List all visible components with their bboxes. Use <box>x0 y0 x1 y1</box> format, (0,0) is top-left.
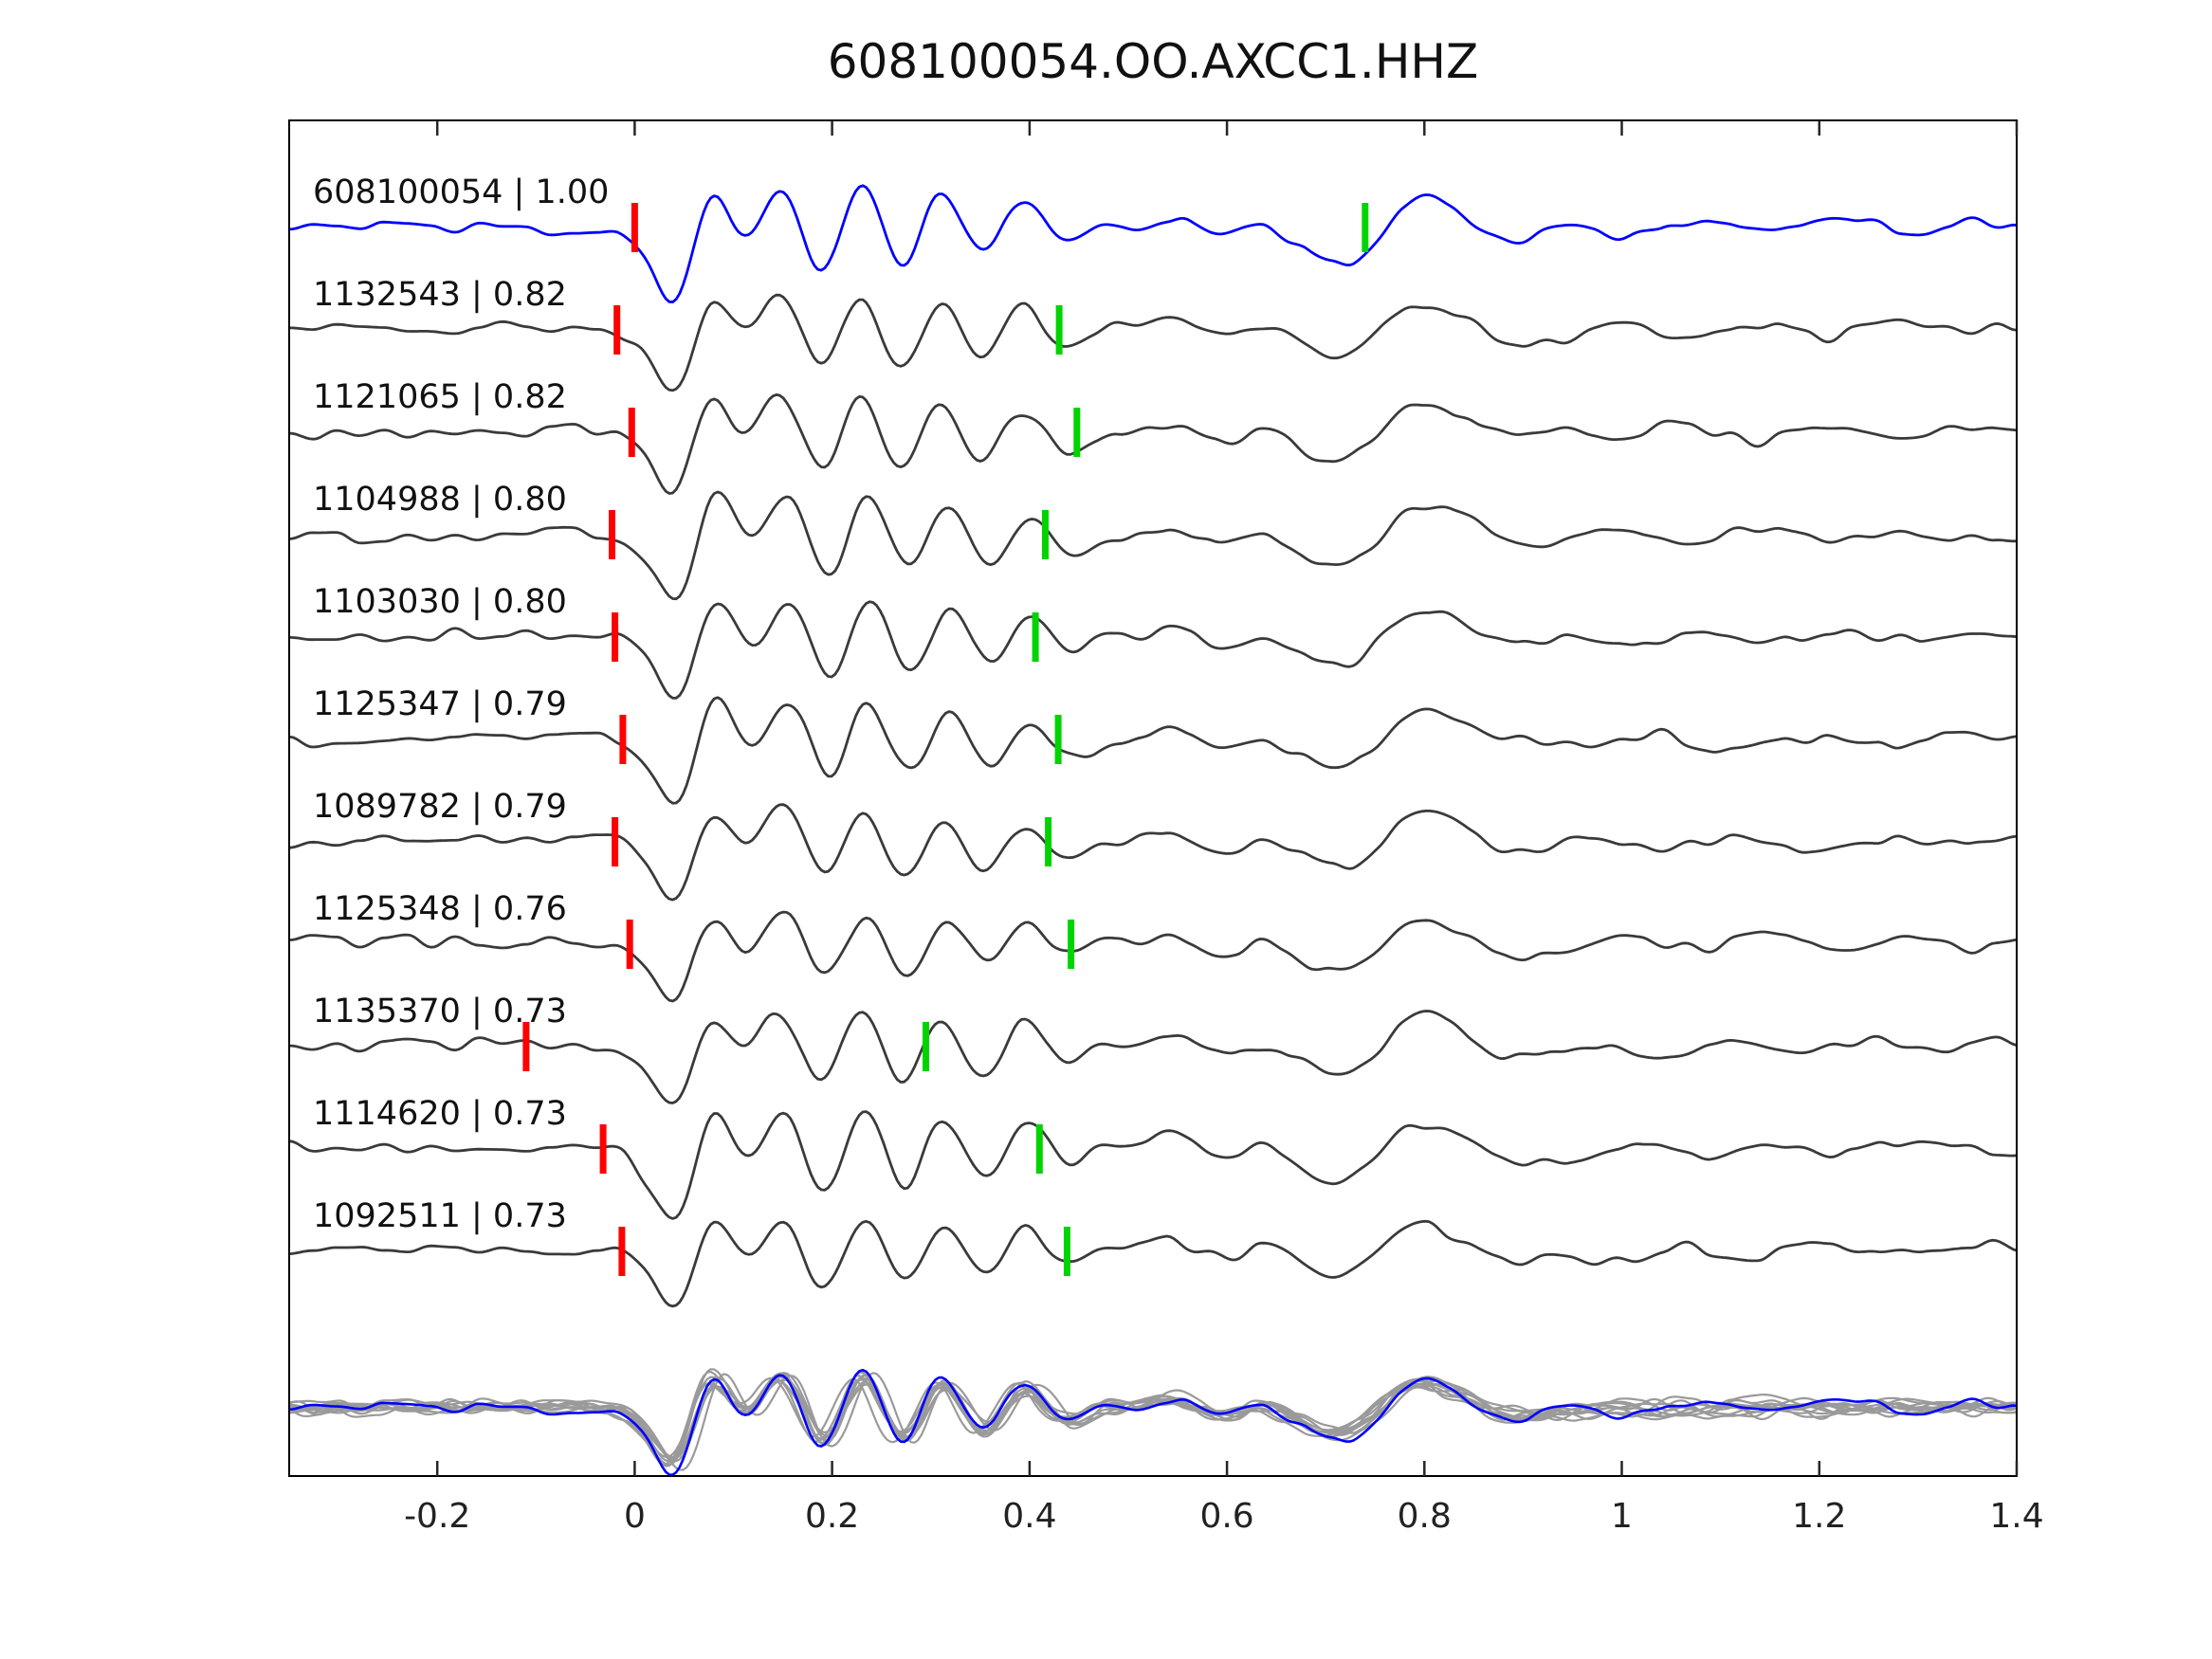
trace-label: 1132543 | 0.82 <box>313 276 567 314</box>
match-waveform <box>289 293 2018 392</box>
x-tick-label: 1 <box>1611 1497 1633 1536</box>
trace-label: 1103030 | 0.80 <box>313 583 567 621</box>
trace-label: 1121065 | 0.82 <box>313 378 567 416</box>
x-tick-label: 1.4 <box>1989 1497 2043 1536</box>
match-waveform <box>288 803 2018 902</box>
green-pick-marker <box>1035 1124 1043 1174</box>
overlay-waveform <box>288 1373 2018 1463</box>
x-tick-label: -0.2 <box>404 1497 470 1536</box>
green-pick-marker <box>1045 817 1052 866</box>
x-tick-label: 0.6 <box>1199 1497 1253 1536</box>
green-pick-marker <box>1042 510 1049 559</box>
red-pick-marker <box>612 817 619 866</box>
overlay-waveform <box>288 1368 2018 1467</box>
trace-label: 1092511 | 0.73 <box>313 1197 567 1235</box>
green-pick-marker <box>923 1022 929 1071</box>
overlay-waveform <box>288 1372 2017 1471</box>
overlay-waveform <box>289 1378 2018 1461</box>
trace-label: 1114620 | 0.73 <box>313 1095 567 1133</box>
red-pick-marker <box>599 1124 607 1174</box>
overlay-waveform <box>288 1377 2018 1458</box>
red-pick-marker <box>609 510 615 559</box>
x-tick-label: 1.2 <box>1792 1497 1846 1536</box>
trace-label: 1089782 | 0.79 <box>313 788 567 826</box>
match-waveform <box>288 490 2018 601</box>
red-pick-marker <box>631 203 638 252</box>
red-pick-marker <box>619 715 627 764</box>
trace-label: 608100054 | 1.00 <box>313 173 609 211</box>
red-pick-marker <box>612 612 619 662</box>
red-pick-marker <box>628 408 635 457</box>
green-pick-marker <box>1063 1227 1070 1276</box>
green-pick-marker <box>1073 408 1081 457</box>
red-pick-marker <box>613 305 621 355</box>
match-waveform <box>288 1219 2018 1308</box>
red-pick-marker <box>626 920 633 969</box>
x-tick-label: 0.8 <box>1398 1497 1452 1536</box>
trace-label: 1125348 | 0.76 <box>313 890 567 928</box>
match-waveform <box>288 910 2018 1003</box>
plot-border <box>288 119 2018 1477</box>
x-tick-label: 0.2 <box>805 1497 859 1536</box>
plot-area: 608100054 | 1.00 1132543 | 0.82 1121065 | … <box>288 119 2044 1536</box>
overlay-template-waveform <box>288 1368 2018 1476</box>
match-waveform <box>288 393 2018 495</box>
red-pick-marker <box>618 1227 626 1276</box>
trace-label: 1135370 | 0.73 <box>313 993 567 1030</box>
green-pick-marker <box>1032 612 1039 662</box>
overlay-waveform <box>288 1376 2018 1466</box>
trace-label: 1125347 | 0.79 <box>313 685 567 723</box>
match-waveform <box>288 696 2018 805</box>
green-pick-marker <box>1068 920 1075 969</box>
red-pick-marker <box>522 1022 530 1071</box>
x-tick-label: 0.4 <box>1002 1497 1056 1536</box>
trace-label: 1104988 | 0.80 <box>313 481 567 519</box>
green-pick-marker <box>1362 203 1369 252</box>
figure-title: 608100054.OO.AXCC1.HHZ <box>828 34 1479 89</box>
green-pick-marker <box>1055 305 1063 355</box>
green-pick-marker <box>1054 715 1062 764</box>
x-tick-label: 0 <box>624 1497 646 1536</box>
match-waveform <box>288 1110 2018 1220</box>
template-waveform <box>288 184 2018 303</box>
match-waveform <box>288 600 2018 700</box>
match-waveform <box>288 1010 2018 1104</box>
